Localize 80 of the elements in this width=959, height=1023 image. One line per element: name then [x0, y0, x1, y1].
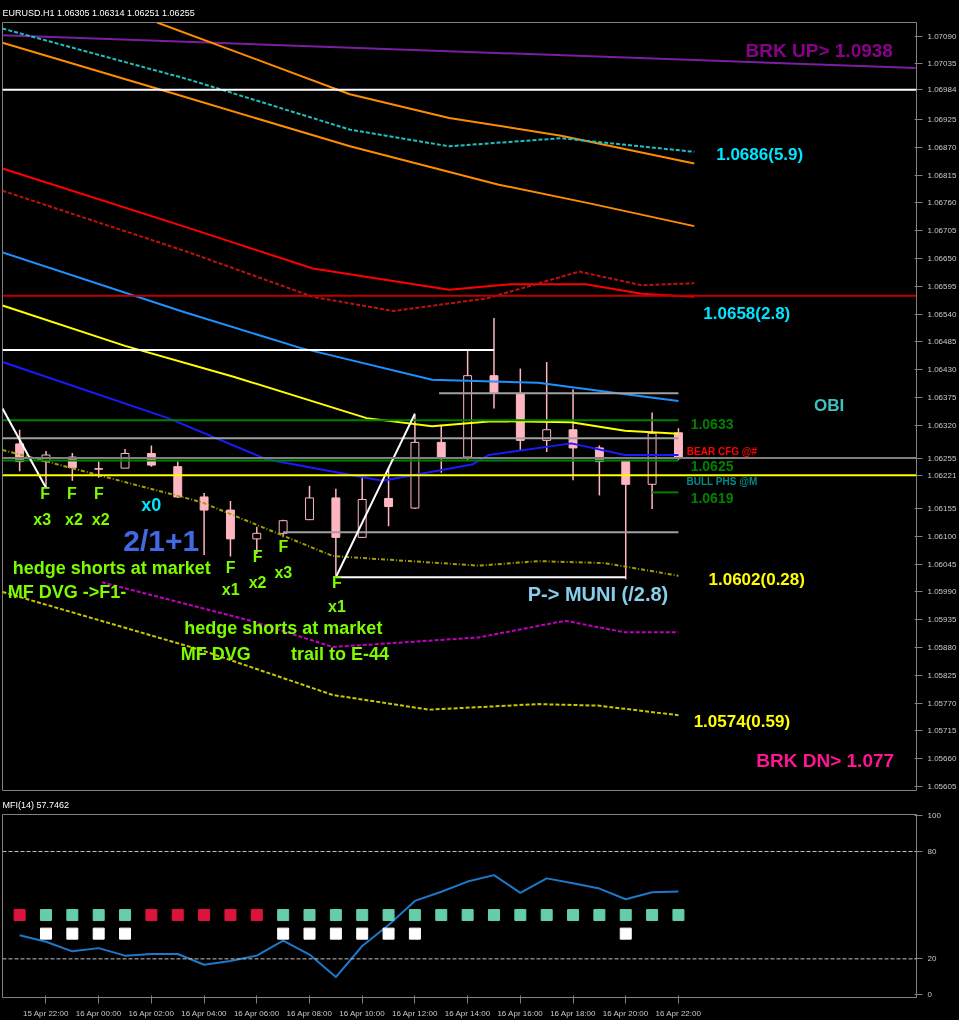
- y-tick-label: 20: [927, 954, 937, 964]
- y-tick-label: 100: [927, 811, 942, 821]
- annotation: x1: [328, 597, 346, 615]
- annotation: P-> MUNI (/2.8): [527, 582, 669, 605]
- x-tick-label: 16 Apr 00:00: [75, 1008, 122, 1018]
- chart-title: EURUSD.H1 1.06305 1.06314 1.06251 1.06255: [2, 7, 195, 18]
- annotation: BEAR CFG @#: [686, 446, 758, 458]
- y-tick-label: 1.06870: [927, 142, 957, 152]
- annotation: F: [67, 484, 78, 502]
- y-tick-label: 1.06045: [927, 559, 957, 569]
- annotation: x2: [91, 510, 110, 528]
- y-tick-label: 1.05990: [927, 587, 957, 597]
- y-tick-label: 1.05825: [927, 670, 957, 680]
- y-tick-label: 1.05715: [927, 726, 957, 736]
- annotation: hedge shorts at market: [12, 557, 211, 578]
- x-tick-label: 16 Apr 14:00: [444, 1008, 491, 1018]
- y-tick-label: 1.06430: [927, 365, 957, 375]
- annotation: trail to E-44: [290, 644, 389, 665]
- y-tick-label: 1.06650: [927, 253, 957, 263]
- x-tick-label: 16 Apr 18:00: [550, 1008, 597, 1018]
- x-tick-label: 16 Apr 04:00: [181, 1008, 228, 1018]
- y-tick-label: 1.06375: [927, 392, 957, 402]
- x-tick-label: 16 Apr 20:00: [602, 1008, 649, 1018]
- y-tick-label: 1.06925: [927, 115, 957, 125]
- y-tick-label: 1.07090: [927, 31, 957, 41]
- y-tick-label: 1.06100: [927, 531, 957, 541]
- annotation: x1: [221, 581, 240, 599]
- x-tick-label: 16 Apr 06:00: [233, 1008, 280, 1018]
- annotation: F: [278, 537, 289, 555]
- annotation: x0: [141, 494, 162, 515]
- y-tick-label: 1.05880: [927, 643, 957, 653]
- annotation: 1.0686(5.9): [716, 145, 804, 165]
- annotation: F: [252, 547, 263, 565]
- annotation: BRK DN> 1.077: [756, 750, 895, 772]
- y-tick-label: 1.05660: [927, 754, 957, 764]
- y-tick-label: 1.06815: [927, 170, 957, 180]
- annotation: x2: [248, 573, 267, 591]
- x-tick-label: 15 Apr 22:00: [23, 1008, 69, 1018]
- annotation: MF DVG ->F1-: [7, 581, 127, 602]
- y-tick-label: 1.06540: [927, 309, 957, 319]
- annotation: F: [40, 484, 51, 502]
- annotation: 1.0658(2.8): [703, 304, 791, 324]
- y-tick-label: 1.06485: [927, 337, 957, 347]
- annotation: 2/1+1: [123, 524, 200, 558]
- annotation: 1.0619: [690, 490, 734, 507]
- y-tick-label: 1.05935: [927, 615, 957, 625]
- y-tick-label: 1.05605: [927, 781, 957, 791]
- annotation: 1.0602(0.28): [708, 569, 805, 589]
- y-tick-label: 1.07035: [927, 59, 957, 69]
- x-tick-label: 16 Apr 08:00: [286, 1008, 333, 1018]
- annotation: 1.0574(0.59): [693, 711, 791, 731]
- x-tick-label: 16 Apr 16:00: [497, 1008, 544, 1018]
- y-tick-label: 1.06760: [927, 198, 957, 208]
- x-tick-label: 16 Apr 10:00: [339, 1008, 386, 1018]
- annotation: BULL PHS @M: [686, 476, 758, 488]
- y-tick-label: 0: [927, 990, 933, 1000]
- x-tick-label: 16 Apr 12:00: [392, 1008, 438, 1018]
- y-tick-label: 1.06221: [927, 470, 957, 480]
- annotation: x3: [274, 563, 293, 581]
- annotation: 1.0633: [690, 415, 734, 432]
- y-tick-label: 1.06984: [927, 85, 957, 95]
- annotation: BRK UP> 1.0938: [745, 39, 893, 61]
- annotation: OBI: [814, 396, 845, 416]
- annotation: MF DVG: [180, 644, 251, 665]
- y-tick-label: 1.06255: [927, 453, 957, 463]
- x-tick-label: 16 Apr 22:00: [655, 1008, 702, 1018]
- y-tick-label: 1.06705: [927, 226, 957, 236]
- annotation: F: [332, 573, 343, 591]
- chart-title: MFI(14) 57.7462: [2, 799, 70, 810]
- annotation: x2: [65, 510, 83, 528]
- annotation: 1.0625: [690, 458, 734, 475]
- annotation: F: [93, 484, 104, 502]
- y-tick-label: 1.06320: [927, 420, 957, 430]
- x-tick-label: 16 Apr 02:00: [128, 1008, 175, 1018]
- y-tick-label: 80: [927, 847, 937, 857]
- y-tick-label: 1.05770: [927, 698, 957, 708]
- annotation: x3: [33, 510, 52, 528]
- annotation: F: [225, 559, 236, 577]
- y-tick-label: 1.06155: [927, 504, 957, 514]
- y-tick-label: 1.06595: [927, 281, 957, 291]
